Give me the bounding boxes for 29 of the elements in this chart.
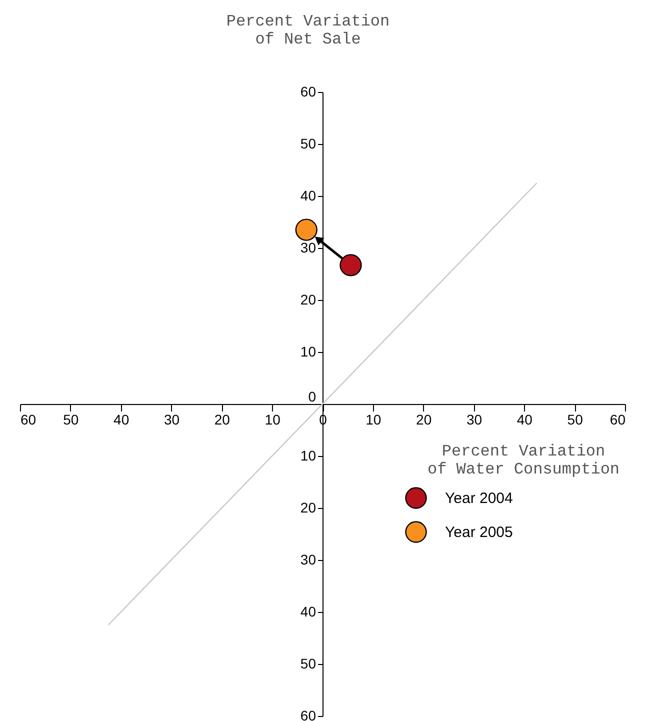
y-tick-label: 60 — [300, 84, 316, 100]
y-tick-label: 10 — [300, 448, 316, 464]
y-tick-label: 40 — [300, 604, 316, 620]
x-tick-label: 50 — [63, 412, 79, 428]
x-tick-label: 10 — [366, 412, 382, 428]
y-tick-label: 60 — [300, 708, 316, 721]
y-tick-label: 30 — [300, 552, 316, 568]
x-tick-label: 40 — [516, 412, 533, 428]
x-tick-label: 30 — [164, 412, 180, 428]
legend-label: Year 2005 — [445, 524, 513, 541]
legend-label: Year 2004 — [445, 490, 513, 507]
y-tick-label: 40 — [300, 188, 316, 204]
x-axis-title: Percent Variation of Water Consumption — [427, 442, 620, 478]
x-tick-label: 40 — [114, 412, 130, 428]
x-tick-label: 20 — [214, 412, 230, 428]
x-tick-label: 30 — [466, 412, 482, 428]
y-tick-label: 50 — [300, 656, 316, 672]
x-tick-label: 20 — [416, 412, 432, 428]
y-tick-label: 10 — [300, 344, 316, 360]
x-tick-label: 60 — [610, 412, 626, 428]
y-tick-label: 20 — [300, 500, 316, 516]
y-tick-label: 0 — [308, 388, 316, 404]
y-tick-label: 50 — [300, 136, 316, 152]
y-tick-label: 20 — [300, 292, 316, 308]
y-tick-label: 30 — [300, 240, 316, 256]
x-tick-label: 60 — [20, 412, 36, 428]
x-tick-label: 10 — [264, 412, 281, 428]
y-axis-title: Percent Variation of Net Sale — [226, 12, 390, 48]
x-tick-label: 50 — [567, 412, 584, 428]
